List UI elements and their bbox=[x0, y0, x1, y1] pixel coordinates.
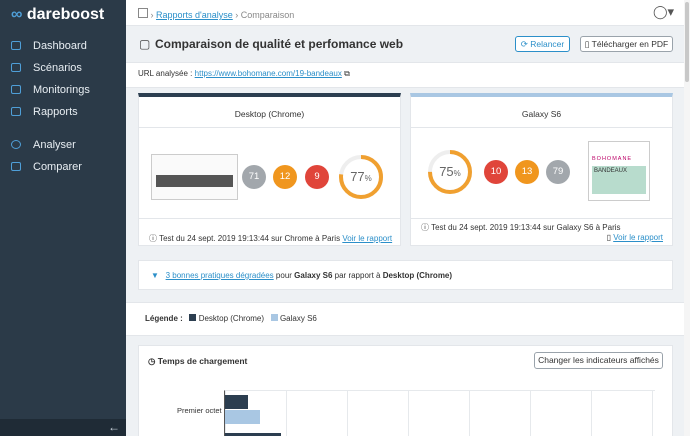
score-value: 77 bbox=[350, 169, 364, 184]
summary-row[interactable]: ▼ 3 bonnes pratiques dégradées pour Gala… bbox=[138, 260, 673, 290]
url-link[interactable]: https://www.bohomane.com/19-bandeaux bbox=[194, 69, 342, 78]
report-link[interactable]: Voir le rapport bbox=[613, 233, 663, 242]
load-card: ◷ Temps de chargement Changer les indica… bbox=[138, 345, 673, 436]
button[interactable]: ⟳ Relancer bbox=[515, 36, 570, 52]
ring-arc bbox=[428, 150, 472, 194]
thumb-text: BOHOMANE bbox=[592, 156, 633, 162]
report-link[interactable]: Voir le rapport bbox=[342, 234, 393, 243]
collapse-bar[interactable]: ← bbox=[0, 419, 126, 436]
thumbnail: BOHOMANE BANDEAUX bbox=[588, 141, 650, 201]
bar bbox=[225, 410, 260, 424]
count: 79 bbox=[546, 160, 570, 184]
count: 12 bbox=[273, 165, 297, 189]
page-title: Comparaison de qualité et perfomance web bbox=[155, 37, 404, 51]
count: 13 bbox=[515, 160, 539, 184]
breadcrumb-link[interactable]: Rapports d'analyse bbox=[156, 10, 233, 20]
nav-item[interactable]: Scénarios bbox=[33, 62, 82, 74]
url-label: URL analysée : bbox=[138, 69, 193, 78]
score-ring: 75% bbox=[428, 150, 472, 194]
score-unit: % bbox=[365, 174, 372, 183]
breadcrumb-current: Comparaison bbox=[240, 10, 295, 20]
button-text: Télécharger en PDF bbox=[591, 39, 669, 49]
logo[interactable]: ∞ dareboost bbox=[11, 6, 105, 23]
count: 10 bbox=[484, 160, 508, 184]
sidebar: ∞ dareboost Dashboard Scénarios Monitori… bbox=[0, 0, 126, 436]
logo-text: dareboost bbox=[26, 6, 105, 23]
bar bbox=[225, 433, 281, 436]
thumbnail bbox=[151, 154, 238, 200]
thumb-text: BANDEAUX bbox=[592, 166, 646, 194]
card-title: Desktop (Chrome) bbox=[234, 109, 305, 119]
card: Desktop (Chrome) 71 12 9 77% ⓘ Test du 2… bbox=[138, 93, 401, 246]
section-title: Temps de chargement bbox=[157, 356, 248, 366]
summary-text: Galaxy S6 bbox=[294, 271, 333, 280]
button[interactable]: Changer les indicateurs affichés bbox=[534, 352, 663, 369]
topbar: › Rapports d'analyse › Comparaison ◯▾ bbox=[126, 0, 684, 26]
ring-arc bbox=[339, 155, 383, 199]
count: 71 bbox=[242, 165, 266, 189]
nav-item[interactable]: Analyser bbox=[33, 139, 76, 151]
button[interactable]: ▯ Télécharger en PDF bbox=[580, 36, 673, 52]
legend: Légende : Desktop (Chrome) Galaxy S6 bbox=[126, 302, 684, 336]
nav-item[interactable]: Dashboard bbox=[33, 40, 87, 52]
legend-label: Légende : bbox=[145, 314, 183, 323]
summary-link[interactable]: 3 bonnes pratiques dégradées bbox=[165, 271, 274, 280]
score-value: 75 bbox=[439, 164, 453, 179]
test-info: Test du 24 sept. 2019 19:13:44 sur Chrom… bbox=[159, 234, 341, 243]
scrollbar bbox=[684, 0, 690, 436]
legend-item: Desktop (Chrome) bbox=[198, 314, 265, 323]
nav-item[interactable]: Monitorings bbox=[33, 84, 90, 96]
button-text: Relancer bbox=[530, 39, 565, 49]
summary-text: Desktop (Chrome) bbox=[382, 271, 453, 280]
user-menu[interactable]: ◯▾ bbox=[653, 4, 675, 19]
card-title: Galaxy S6 bbox=[521, 109, 562, 119]
score-unit: % bbox=[454, 169, 461, 178]
score-ring: 77% bbox=[339, 155, 383, 199]
legend-item: Galaxy S6 bbox=[279, 314, 317, 323]
card: Galaxy S6 75% 10 13 79 BOHOMANE BANDEAUX… bbox=[410, 93, 673, 246]
score: 75% bbox=[439, 164, 461, 179]
test-info: Test du 24 sept. 2019 19:13:44 sur Galax… bbox=[431, 223, 621, 232]
nav-item[interactable]: Comparer bbox=[33, 161, 82, 173]
summary-text: pour bbox=[275, 271, 292, 280]
count: 9 bbox=[305, 165, 329, 189]
summary-text: par rapport à bbox=[334, 271, 381, 280]
bar bbox=[225, 395, 248, 409]
score: 77% bbox=[350, 169, 372, 184]
nav-item[interactable]: Rapports bbox=[33, 106, 78, 118]
row-label: Premier octet bbox=[177, 406, 222, 415]
